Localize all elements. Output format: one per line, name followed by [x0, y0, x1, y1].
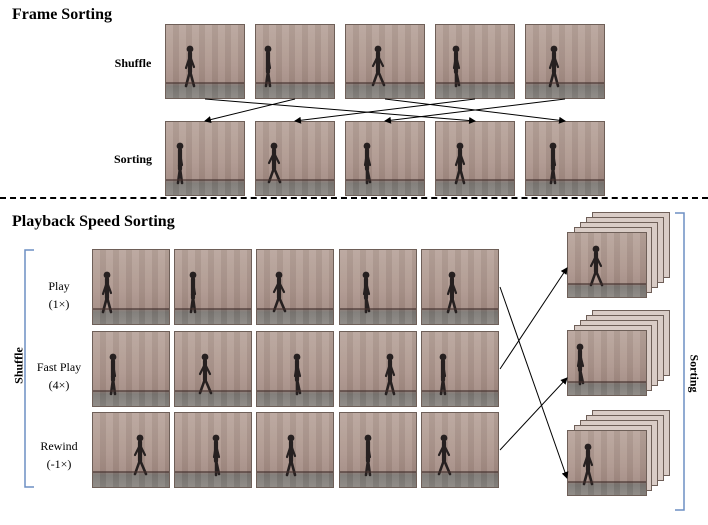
walking-person-icon: [265, 141, 283, 185]
frame-sorting-title: Frame Sorting: [12, 6, 112, 23]
walking-person-icon: [181, 44, 199, 88]
walking-person-icon: [184, 270, 202, 314]
sorted-frame: [525, 121, 605, 196]
walking-person-icon: [571, 342, 589, 386]
walking-person-icon: [270, 270, 288, 314]
sorted-frame: [255, 121, 335, 196]
shuffle-group-label: Shuffle: [11, 347, 26, 384]
playback-sorting-arrow: [499, 286, 569, 479]
playback-speed-sorting-title: Playback Speed Sorting: [12, 213, 175, 230]
sorting-row-label: Sorting: [113, 152, 152, 166]
speed-clip-frame: [421, 331, 499, 407]
sorting-group-label: Sorting: [687, 354, 702, 393]
speed-clip-frame: [256, 412, 334, 488]
row-label-fast-play-speed: (4×): [48, 378, 70, 392]
walking-person-icon: [207, 433, 225, 477]
walking-person-icon: [288, 352, 306, 396]
row-label-play-name: Play: [48, 279, 70, 293]
walking-person-icon: [579, 442, 597, 486]
shuffled-frame: [345, 24, 425, 99]
frame-sorting-arrow: [204, 98, 296, 123]
walking-person-icon: [435, 433, 453, 477]
walking-person-icon: [98, 270, 116, 314]
walking-person-icon: [104, 352, 122, 396]
sorted-clip-frame: [567, 330, 647, 396]
speed-clip-frame: [174, 412, 252, 488]
shuffled-frame: [255, 24, 335, 99]
row-label-play-speed: (1×): [48, 297, 70, 311]
frame-sorting-arrow: [384, 98, 566, 124]
speed-clip-frame: [92, 412, 170, 488]
row-label-rewind-name: Rewind: [40, 439, 78, 453]
speed-clip-frame: [339, 331, 417, 407]
sorted-frame: [345, 121, 425, 196]
walking-person-icon: [434, 352, 452, 396]
frame-sorting-arrow: [384, 98, 566, 124]
walking-person-icon: [259, 44, 277, 88]
walking-person-icon: [381, 352, 399, 396]
walking-person-icon: [587, 244, 605, 288]
walking-person-icon: [171, 141, 189, 185]
walking-person-icon: [282, 433, 300, 477]
shuffled-frame: [525, 24, 605, 99]
frame-sorting-arrow: [204, 98, 476, 125]
speed-clip-frame: [92, 249, 170, 325]
speed-clip-frame: [174, 249, 252, 325]
speed-clip-frame: [256, 331, 334, 407]
frame-sorting-arrow: [294, 98, 476, 124]
row-label-fast-play: Fast Play (4×): [26, 358, 92, 394]
playback-sorting-arrow: [499, 377, 568, 451]
sorting-bracket: [675, 212, 685, 511]
shuffled-frame: [435, 24, 515, 99]
section-divider: [0, 197, 708, 199]
walking-person-icon: [545, 44, 563, 88]
row-label-rewind: Rewind (-1×): [26, 437, 92, 473]
sorted-clip-frame: [567, 430, 647, 496]
walking-person-icon: [447, 44, 465, 88]
walking-person-icon: [131, 433, 149, 477]
walking-person-icon: [357, 270, 375, 314]
speed-clip-frame: [92, 331, 170, 407]
sorted-clip-frame: [567, 232, 647, 298]
walking-person-icon: [369, 44, 387, 88]
walking-person-icon: [544, 141, 562, 185]
sorted-frame: [435, 121, 515, 196]
walking-person-icon: [451, 141, 469, 185]
speed-clip-frame: [421, 412, 499, 488]
row-label-rewind-speed: (-1×): [46, 457, 72, 471]
speed-clip-frame: [256, 249, 334, 325]
row-label-fast-play-name: Fast Play: [36, 360, 82, 374]
speed-clip-frame: [174, 331, 252, 407]
speed-clip-frame: [339, 412, 417, 488]
shuffled-frame: [165, 24, 245, 99]
shuffle-row-label: Shuffle: [114, 56, 152, 70]
sorted-frame: [165, 121, 245, 196]
walking-person-icon: [443, 270, 461, 314]
playback-sorting-arrow: [499, 267, 568, 370]
speed-clip-frame: [421, 249, 499, 325]
speed-clip-frame: [339, 249, 417, 325]
walking-person-icon: [196, 352, 214, 396]
row-label-play: Play (1×): [26, 277, 92, 313]
walking-person-icon: [359, 433, 377, 477]
walking-person-icon: [358, 141, 376, 185]
